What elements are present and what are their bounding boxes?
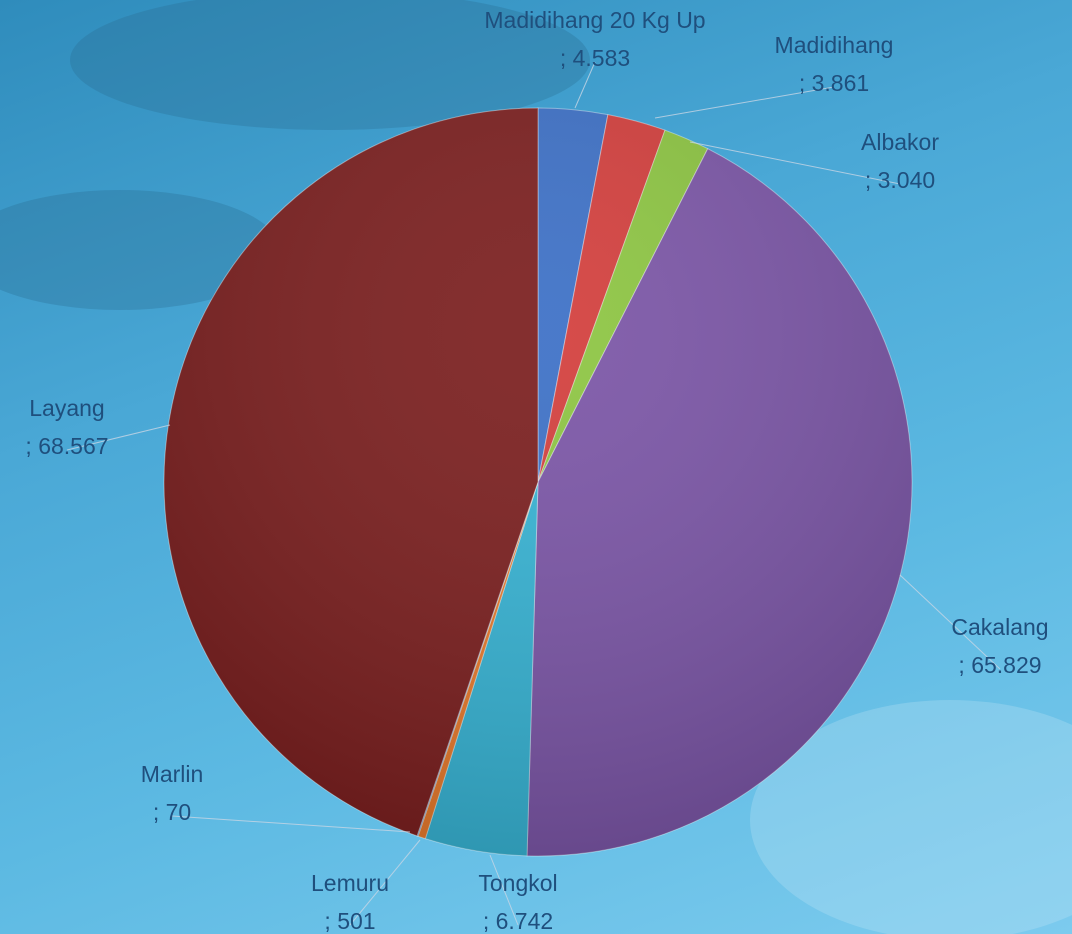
data-label: Marlin ; 70 [141, 761, 204, 825]
data-label-category: Marlin [141, 761, 204, 787]
data-label-value: ; 65.829 [958, 652, 1041, 678]
data-label-value: ; 501 [324, 908, 375, 934]
data-label: Lemuru ; 501 [311, 870, 389, 934]
data-label-value: ; 4.583 [560, 45, 630, 71]
data-label: Albakor ; 3.040 [861, 129, 939, 193]
data-label-value: ; 68.567 [25, 433, 108, 459]
data-label-category: Cakalang [951, 614, 1048, 640]
data-label-category: Madidihang [775, 32, 894, 58]
data-label-value: ; 3.861 [799, 70, 869, 96]
data-label: Madidihang ; 3.861 [775, 32, 894, 96]
chart: Madidihang 20 Kg Up ; 4.583 Madidihang ; 3.… [0, 0, 1072, 934]
data-label: Tongkol ; 6.742 [478, 870, 557, 934]
data-label-value: ; 6.742 [483, 908, 553, 934]
data-label-value: ; 3.040 [865, 167, 935, 193]
data-label-category: Lemuru [311, 870, 389, 896]
page: Madidihang 20 Kg Up ; 4.583 Madidihang ; 3.… [0, 0, 1072, 934]
data-label-category: Madidihang 20 Kg Up [484, 7, 705, 33]
data-label: Cakalang ; 65.829 [951, 614, 1048, 678]
data-label: Layang ; 68.567 [25, 395, 108, 459]
data-label-category: Tongkol [478, 870, 557, 896]
data-label-value: ; 70 [153, 799, 191, 825]
pie [164, 108, 912, 856]
data-label-category: Layang [29, 395, 104, 421]
data-label-category: Albakor [861, 129, 939, 155]
